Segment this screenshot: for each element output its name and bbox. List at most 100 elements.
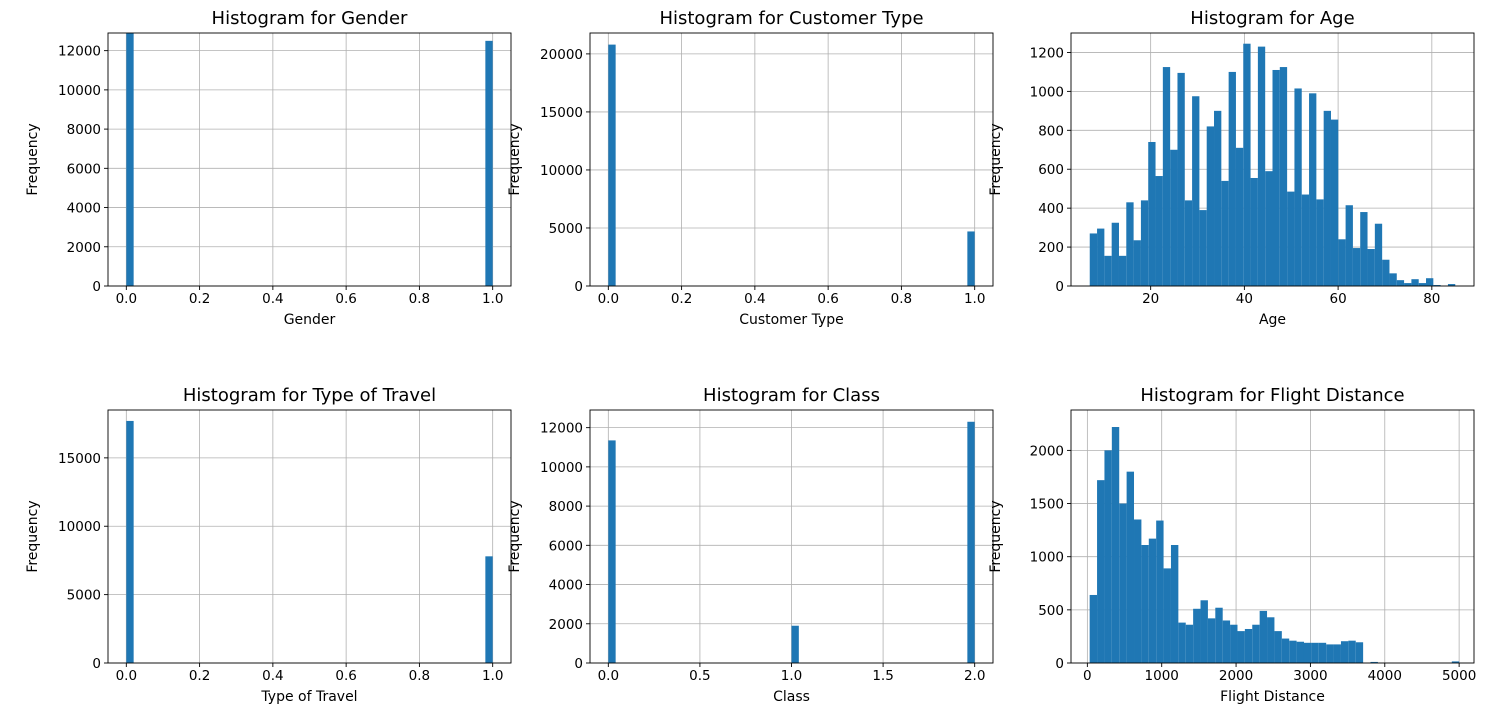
histogram-bar [1237, 631, 1245, 663]
y-tick-label: 12000 [58, 44, 101, 60]
y-tick-label: 0 [574, 279, 583, 295]
histogram-bar [1272, 69, 1280, 286]
histogram-bar [1426, 278, 1434, 286]
histogram-bar [1355, 642, 1364, 663]
x-tick-label: 0.2 [671, 291, 692, 307]
y-axis-label: Frequency [507, 500, 523, 572]
histogram-bar [1192, 96, 1200, 286]
x-tick-label: 4000 [1368, 668, 1402, 684]
x-tick-label: 1.0 [964, 291, 985, 307]
y-tick-label: 20000 [540, 47, 583, 63]
x-tick-label: 2000 [1219, 668, 1253, 684]
histogram-bar [1447, 284, 1456, 286]
histogram-bar [1155, 176, 1163, 286]
x-tick-label: 0.2 [189, 291, 210, 307]
histogram-bar [1252, 624, 1260, 663]
chart-title: Histogram for Type of Travel [183, 385, 436, 406]
histogram-bar [1318, 642, 1327, 663]
x-axis-label: Customer Type [739, 312, 844, 328]
chart-panel: 0.0 0.5 1.0 1.5 2.0 0 2000 4000 6000 8000 10000 120… [507, 385, 994, 705]
x-tick-label: 1.5 [872, 668, 893, 684]
y-tick-label: 800 [1038, 123, 1064, 139]
histogram-bar [1222, 620, 1231, 663]
histogram-bar [1311, 642, 1319, 663]
y-tick-label: 2000 [67, 240, 101, 256]
histogram-bar [1389, 273, 1397, 286]
histogram-bar [1348, 640, 1356, 663]
chart-title: Histogram for Flight Distance [1140, 385, 1404, 406]
histogram-bar [1451, 661, 1460, 663]
histogram-bar [1119, 503, 1127, 663]
histogram-bar [1200, 600, 1208, 663]
y-axis-label: Frequency [25, 123, 41, 195]
x-tick-label: 0.8 [891, 291, 912, 307]
y-tick-label: 8000 [67, 122, 101, 138]
histogram-bar [1134, 519, 1142, 663]
x-axis-label: Gender [284, 312, 336, 328]
chart-title: Histogram for Age [1190, 8, 1354, 29]
x-tick-label: 5000 [1442, 668, 1476, 684]
y-tick-label: 6000 [67, 161, 101, 177]
y-tick-label: 1000 [1030, 84, 1064, 100]
histogram-bar [1274, 631, 1282, 663]
histogram-bar [126, 420, 134, 663]
histogram-bar [1374, 223, 1383, 286]
x-tick-label: 0.4 [262, 291, 283, 307]
plot-frame [589, 32, 994, 287]
histogram-bar [1411, 279, 1419, 286]
x-tick-label: 0.0 [598, 668, 619, 684]
histogram-bar [1244, 628, 1253, 663]
y-tick-label: 4000 [549, 578, 583, 594]
y-tick-label: 5000 [67, 588, 101, 604]
histogram-bar [1370, 661, 1378, 663]
y-axis-label: Frequency [25, 500, 41, 572]
histogram-bar [1296, 641, 1304, 663]
plot-frame [107, 409, 512, 664]
x-tick-label: 0.8 [409, 291, 430, 307]
histogram-bar [1118, 255, 1127, 286]
histogram-bar [1170, 149, 1178, 286]
chart-panel: 0.0 0.2 0.4 0.6 0.8 1.0 0 2000 4000 6000 8000 10000… [25, 8, 512, 328]
histogram-bar [1352, 248, 1361, 286]
histogram-bar [1206, 126, 1215, 287]
x-tick-label: 0.6 [817, 291, 838, 307]
histogram-bar [1259, 610, 1268, 663]
histogram-bar [1111, 427, 1120, 663]
histogram-bar [1228, 71, 1236, 286]
histogram-bar [1215, 607, 1223, 663]
histogram-bar [1162, 67, 1171, 286]
histogram-bar [1156, 520, 1164, 663]
chart-title: Histogram for Class [703, 385, 880, 406]
y-tick-label: 10000 [58, 519, 101, 535]
histogram-bar [1111, 222, 1119, 286]
x-tick-label: 0.8 [409, 668, 430, 684]
histogram-bar [485, 556, 493, 663]
histogram-bar [1294, 88, 1302, 286]
y-tick-label: 0 [92, 656, 101, 672]
histogram-bar [1257, 46, 1266, 286]
y-tick-label: 2000 [1030, 443, 1064, 459]
histogram-bar [1170, 545, 1179, 663]
histogram-bar [1326, 644, 1334, 663]
histogram-bar [1185, 624, 1194, 663]
y-tick-label: 10000 [540, 163, 583, 179]
x-axis-label: Age [1259, 312, 1286, 328]
histogram-bar [485, 40, 493, 286]
x-tick-label: 1000 [1145, 668, 1179, 684]
histogram-bar [1287, 191, 1295, 286]
y-tick-label: 10000 [540, 460, 583, 476]
x-tick-label: 80 [1423, 291, 1440, 307]
histogram-bar [967, 421, 975, 663]
histogram-bar [1089, 594, 1098, 663]
x-tick-label: 60 [1330, 291, 1347, 307]
y-tick-label: 10000 [58, 83, 101, 99]
y-tick-label: 400 [1038, 201, 1064, 217]
x-tick-label: 0.4 [744, 291, 765, 307]
histogram-bar [1177, 72, 1185, 287]
y-tick-label: 2000 [549, 617, 583, 633]
x-tick-label: 0.0 [598, 291, 619, 307]
histogram-bar [1330, 119, 1339, 286]
histogram-bar [1418, 283, 1427, 286]
